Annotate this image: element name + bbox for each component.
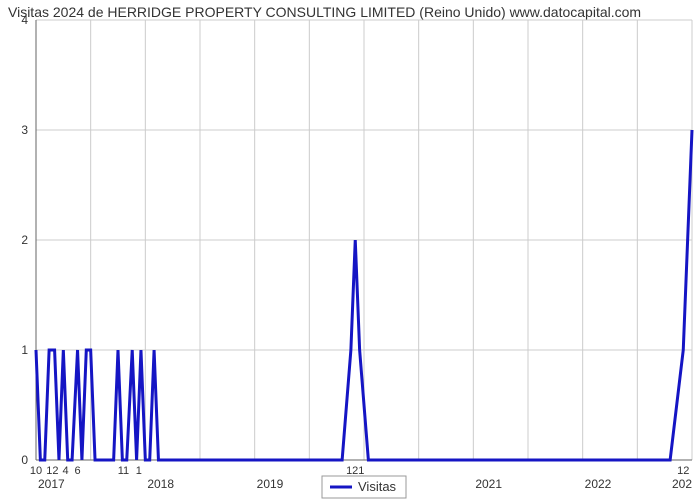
value-label: 12	[677, 465, 689, 477]
value-label: 10	[30, 465, 42, 477]
x-year-label: 2018	[147, 477, 174, 491]
value-label: 12	[46, 465, 58, 477]
y-tick-label: 0	[21, 453, 28, 467]
legend-label: Visitas	[358, 479, 397, 494]
value-label: 6	[74, 465, 80, 477]
y-tick-label: 3	[21, 123, 28, 137]
value-label: 121	[346, 465, 364, 477]
visits-line-chart: 0123420172018201920202021202220210124611…	[0, 0, 700, 500]
x-year-label: 2022	[585, 477, 612, 491]
x-year-label: 2019	[257, 477, 284, 491]
y-tick-label: 2	[21, 233, 28, 247]
value-label: 11	[118, 465, 129, 477]
value-label: 4	[62, 465, 68, 477]
value-label: 1	[136, 465, 142, 477]
y-tick-label: 4	[21, 13, 28, 27]
x-year-label: 2021	[475, 477, 502, 491]
x-year-label: 2017	[38, 477, 65, 491]
y-tick-label: 1	[21, 343, 28, 357]
x-year-label: 202	[672, 477, 692, 491]
